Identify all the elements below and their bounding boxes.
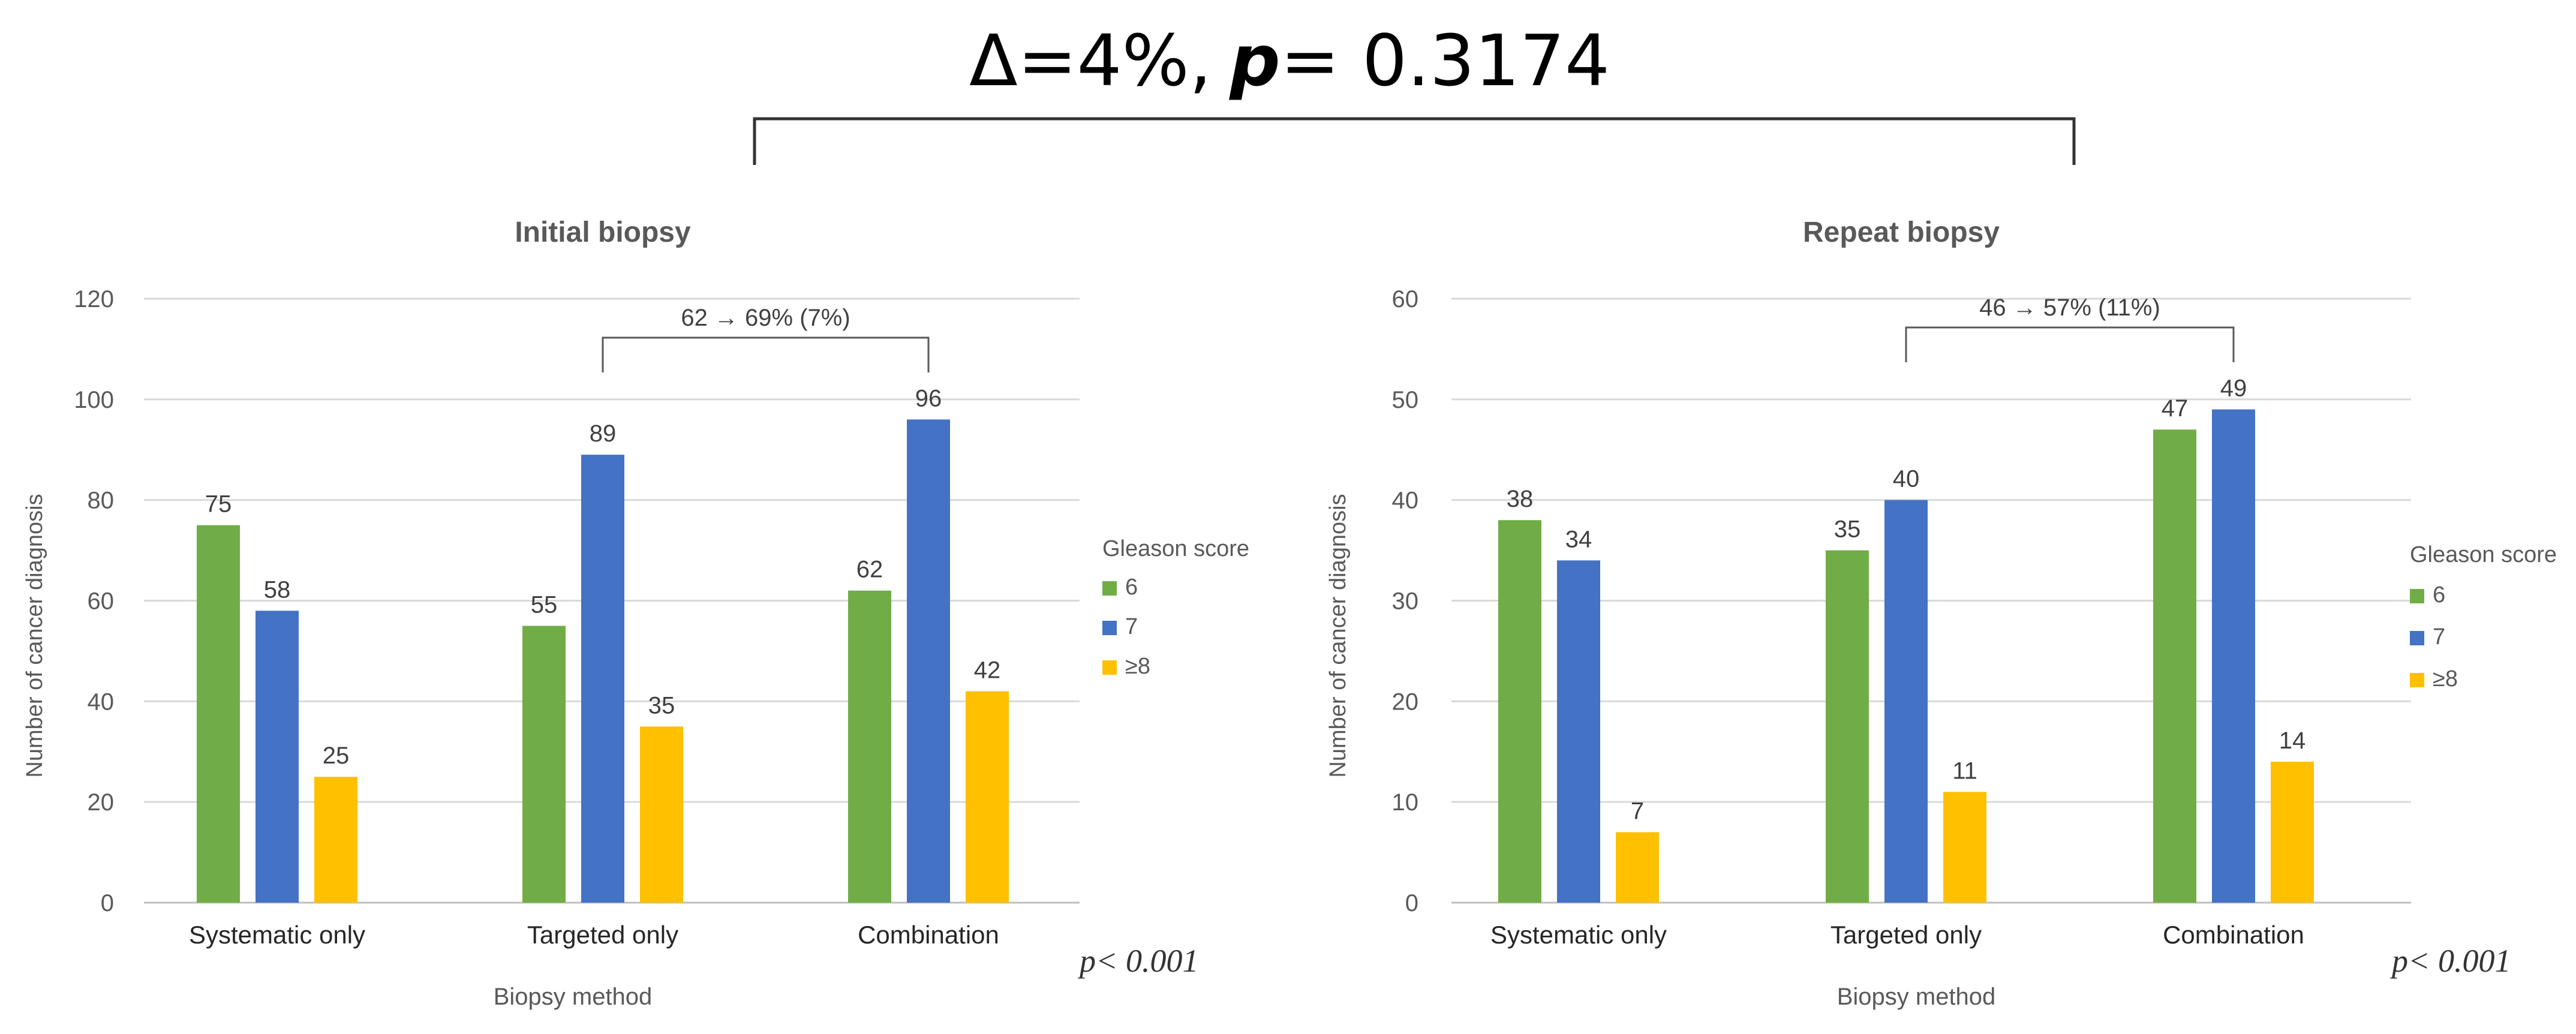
y-tick-label: 0 (101, 890, 114, 916)
chart-title: Initial biopsy (515, 217, 691, 248)
chart-title: Repeat biopsy (1803, 217, 2000, 248)
bar-systematic-only-gleason-6 (197, 525, 240, 903)
data-label: 62 (856, 557, 883, 583)
bar-targeted-only-gleason-6 (1826, 550, 1869, 903)
legend: Gleason score 6 7 ≥8 (2410, 542, 2557, 692)
bar-combination-gleason-6 (2153, 429, 2196, 903)
bar-systematic-only-gleason-7 (256, 611, 299, 903)
data-label: 11 (1952, 758, 1977, 784)
category-label: Targeted only (1830, 921, 1982, 949)
category-label: Targeted only (527, 921, 678, 949)
y-tick-label: 10 (1392, 789, 1419, 816)
y-tick-label: 0 (1405, 890, 1418, 916)
legend-title: Gleason score (1102, 536, 1249, 561)
bar-combination-gleason-ge8 (2271, 762, 2314, 903)
category-label: Combination (2163, 921, 2304, 949)
bar-systematic-only-gleason-ge8 (1616, 832, 1659, 903)
data-label: 96 (915, 385, 942, 411)
legend-label-7: 7 (2433, 624, 2445, 650)
y-tick-label: 60 (1392, 286, 1419, 312)
bar-targeted-only-gleason-7 (581, 455, 624, 903)
p-note: p< 0.001 (1077, 943, 1198, 979)
category-label: Systematic only (1490, 921, 1667, 949)
data-label: 89 (590, 420, 617, 447)
y-tick-label: 120 (74, 286, 114, 312)
bar-targeted-only-gleason-ge8 (1943, 792, 1986, 903)
bar-targeted-only-gleason-ge8 (640, 726, 683, 903)
y-axis-label: Number of cancer diagnosis (1325, 494, 1351, 777)
data-label: 14 (2279, 728, 2306, 754)
comparison-bracket (753, 117, 2076, 165)
data-label: 7 (1631, 798, 1644, 825)
y-tick-label: 20 (1392, 689, 1419, 715)
bar-targeted-only-gleason-6 (522, 626, 566, 903)
legend-swatch-ge8 (1102, 660, 1117, 675)
bar-systematic-only-gleason-ge8 (314, 777, 357, 903)
category-label: Systematic only (189, 921, 365, 949)
y-tick-label: 40 (1392, 488, 1419, 514)
bar-combination-gleason-7 (907, 419, 950, 903)
legend-swatch-ge8 (2410, 673, 2424, 687)
repeat-biopsy-chart: Repeat biopsy 0 10 20 30 40 50 60 38 35 47 34 40 49… (1325, 217, 2557, 1010)
legend-label-ge8: ≥8 (2433, 666, 2458, 692)
bar-combination-gleason-ge8 (966, 691, 1009, 903)
y-tick-label: 100 (74, 387, 114, 413)
data-label: 55 (531, 591, 558, 618)
y-tick-label: 20 (88, 789, 115, 816)
legend-swatch-7 (1102, 621, 1117, 635)
data-label: 75 (205, 491, 232, 518)
y-tick-label: 40 (88, 689, 115, 715)
improvement-bracket (602, 336, 930, 372)
data-label: 42 (974, 657, 1001, 684)
data-label: 25 (323, 743, 350, 769)
y-tick-label: 30 (1392, 588, 1419, 615)
legend-label-6: 6 (2433, 582, 2445, 608)
p-value: = 0.3174 (1281, 19, 1610, 102)
legend-label-6: 6 (1125, 575, 1138, 600)
initial-biopsy-chart: Initial biopsy 0 20 40 60 80 100 120 75 55 62 58 8… (22, 217, 1249, 1010)
y-tick-label: 50 (1392, 387, 1419, 413)
data-label: 35 (648, 692, 675, 719)
legend-label-7: 7 (1125, 614, 1138, 639)
bar-combination-gleason-6 (848, 590, 891, 903)
category-label: Combination (858, 921, 999, 949)
data-label: 38 (1507, 486, 1534, 512)
legend-swatch-6 (1102, 581, 1117, 596)
bar-systematic-only-gleason-6 (1498, 520, 1541, 903)
data-label: 47 (2162, 395, 2189, 422)
bar-combination-gleason-7 (2212, 409, 2255, 903)
data-label: 58 (264, 576, 291, 603)
legend-title: Gleason score (2410, 542, 2557, 567)
y-tick-label: 60 (88, 588, 115, 615)
improvement-bracket-label: 46 → 57% (11%) (1979, 294, 2160, 321)
improvement-bracket-label: 62 → 69% (7%) (681, 305, 850, 331)
legend: Gleason score 6 7 ≥8 (1102, 536, 1249, 679)
legend-label-ge8: ≥8 (1125, 654, 1150, 679)
bar-systematic-only-gleason-7 (1557, 560, 1600, 903)
legend-swatch-6 (2410, 589, 2424, 603)
x-axis-label: Biopsy method (494, 984, 653, 1010)
data-label: 35 (1834, 516, 1861, 543)
p-symbol: p (1228, 19, 1280, 102)
legend-swatch-7 (2410, 631, 2424, 645)
data-label: 40 (1893, 466, 1920, 492)
x-axis-label: Biopsy method (1837, 984, 1996, 1010)
improvement-bracket (1905, 326, 2235, 362)
y-axis-label: Number of cancer diagnosis (22, 494, 47, 777)
comparison-header: Δ=4%, p= 0.3174 (969, 19, 1610, 102)
data-label: 49 (2220, 375, 2247, 402)
y-tick-label: 80 (88, 488, 115, 514)
p-note: p< 0.001 (2389, 943, 2511, 979)
data-label: 34 (1565, 526, 1592, 552)
delta-label: Δ=4%, (969, 19, 1212, 102)
bar-targeted-only-gleason-7 (1884, 500, 1928, 903)
